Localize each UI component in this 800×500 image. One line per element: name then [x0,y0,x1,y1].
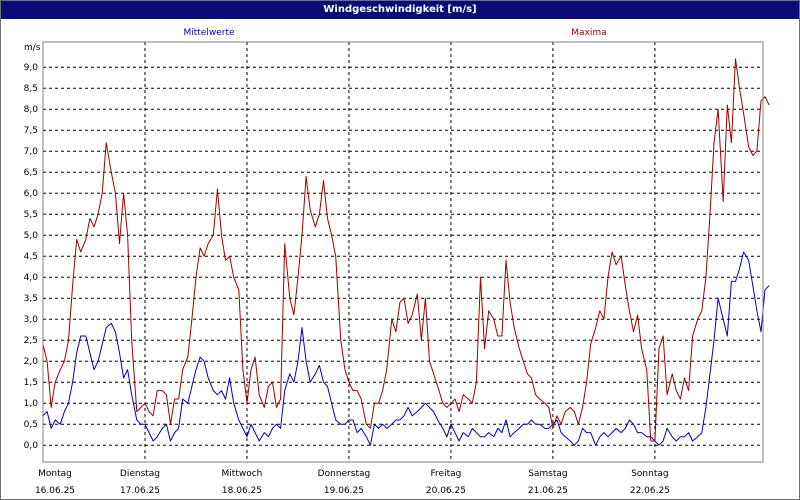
grid-lines [43,42,763,462]
x-day-label: Sonntag [631,469,668,479]
y-tick-label: 7,5 [24,126,38,136]
x-day-label: Dienstag [120,469,160,479]
y-tick-label: 6,0 [24,189,39,199]
plot-area-border [42,41,764,463]
x-axis: Montag 16.06.25 Dienstag 17.06.25 Mittwoch 18… [35,469,670,496]
y-axis-unit-label: m/s [24,43,41,53]
y-tick-label: 3,5 [24,294,38,304]
y-tick-label: 2,0 [24,357,39,367]
x-date-label: 16.06.25 [35,486,75,496]
x-date-label: 21.06.25 [528,486,568,496]
x-date-label: 19.06.25 [324,486,364,496]
legend: Mittelwerte Maxima [183,28,606,38]
series-line-mittelwerte [42,251,770,446]
x-date-label: 22.06.25 [630,486,670,496]
y-tick-label: 0,0 [24,441,39,451]
series-lines [42,58,770,446]
y-tick-label: 4,5 [24,252,38,262]
y-tick-label: 3,0 [24,315,39,325]
y-axis: m/s 0,0 0,5 1,0 1,5 2,0 2,5 3,0 3,5 4,0 4,5 5,0 5,5… [24,43,41,451]
legend-maxima: Maxima [571,28,606,38]
y-tick-label: 5,0 [24,231,39,241]
y-tick-label: 6,5 [24,168,38,178]
y-tick-label: 9,0 [24,63,39,73]
y-tick-label: 1,0 [24,399,39,409]
y-tick-label: 7,0 [24,147,39,157]
x-day-label: Samstag [528,469,567,479]
x-day-label: Montag [38,469,72,479]
x-day-label: Mittwoch [222,469,263,479]
x-date-label: 17.06.25 [120,486,160,496]
legend-mittelwerte: Mittelwerte [183,28,234,38]
y-tick-label: 0,5 [24,420,38,430]
y-tick-label: 2,5 [24,336,38,346]
x-day-label: Freitag [431,469,462,479]
y-tick-label: 8,0 [24,105,39,115]
x-day-label: Donnerstag [318,469,371,479]
y-tick-label: 1,5 [24,378,38,388]
series-line-maxima [42,58,770,442]
chart-title: Windgeschwindigkeit [m/s] [1,1,799,19]
y-tick-label: 8,5 [24,84,38,94]
x-date-label: 18.06.25 [222,486,262,496]
x-date-label: 20.06.25 [426,486,466,496]
y-tick-label: 5,5 [24,210,38,220]
y-tick-label: 4,0 [24,273,39,283]
